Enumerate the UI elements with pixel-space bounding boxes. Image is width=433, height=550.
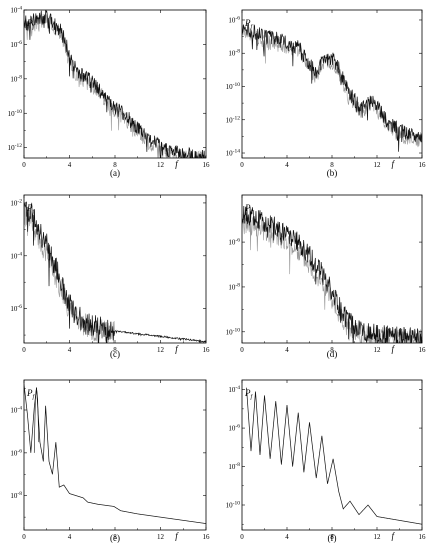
x-tick-label: 12 xyxy=(157,161,165,169)
y-tick-label: 10-6 xyxy=(10,40,22,49)
x-tick-label: 4 xyxy=(68,161,72,169)
x-tick-label: 12 xyxy=(157,346,165,354)
x-tick-label: 0 xyxy=(240,161,244,169)
x-tick-label: 12 xyxy=(374,346,382,354)
x-tick-label: 4 xyxy=(285,346,289,354)
y-tick-label: 10-8 xyxy=(10,74,22,83)
series-primary-f xyxy=(246,387,422,525)
y-tick-label: 10-4 xyxy=(10,406,22,415)
x-axis-label: f xyxy=(392,159,396,169)
x-tick-label: 12 xyxy=(374,533,382,541)
y-tick-label: 10-6 xyxy=(228,424,240,433)
x-tick-label: 16 xyxy=(419,346,427,354)
x-axis-label: f xyxy=(175,159,179,169)
x-tick-label: 4 xyxy=(285,161,289,169)
y-tick-label: 10-4 xyxy=(228,385,240,394)
y-axis-label: Pf xyxy=(244,388,254,401)
y-tick-label: 10-12 xyxy=(8,143,23,152)
x-tick-label: 8 xyxy=(330,533,334,541)
panel-caption: (c) xyxy=(110,349,120,359)
x-axis-label: f xyxy=(175,344,179,354)
x-tick-label: 4 xyxy=(68,346,72,354)
panel-e: 0 4 8 12 16 10-4 10-6 10-8 Pf f (e) xyxy=(10,379,211,543)
y-tick-label: 10-10 xyxy=(226,327,241,336)
series-secondary-a xyxy=(24,13,204,158)
x-tick-label: 8 xyxy=(113,161,117,169)
y-tick-label: 10-8 xyxy=(228,282,240,291)
x-tick-label: 16 xyxy=(203,533,211,541)
series-primary-e xyxy=(24,384,206,524)
y-axis-label: Pf xyxy=(26,18,36,31)
y-tick-label: 10-8 xyxy=(228,462,240,471)
panel-caption: (e) xyxy=(110,533,120,543)
x-tick-label: 8 xyxy=(113,533,117,541)
x-axis-label: f xyxy=(392,344,396,354)
x-tick-label: 0 xyxy=(240,346,244,354)
plot-frame xyxy=(23,194,207,344)
x-tick-label: 8 xyxy=(330,161,334,169)
series-secondary-e xyxy=(33,387,40,453)
y-tick-label: 10-4 xyxy=(10,251,22,260)
panel-b: 0 4 8 12 16 10-6 10-8 10-10 10-12 10-14 Pf f (b) xyxy=(226,9,427,178)
x-tick-label: 4 xyxy=(285,533,289,541)
y-axis-label: Pf xyxy=(244,203,254,216)
x-tick-label: 16 xyxy=(203,346,211,354)
y-tick-label: 10-6 xyxy=(228,15,240,24)
y-tick-label: 10-6 xyxy=(228,238,240,247)
y-tick-label: 10-10 xyxy=(226,82,241,91)
plot-frame xyxy=(241,379,423,531)
x-tick-label: 16 xyxy=(419,533,427,541)
panel-caption: (b) xyxy=(327,168,338,178)
x-tick-label: 8 xyxy=(330,346,334,354)
plot-frame xyxy=(241,194,423,344)
x-tick-label: 0 xyxy=(22,346,26,354)
series-primary-b xyxy=(242,22,422,152)
x-axis-label: f xyxy=(175,531,179,541)
panel-c: 0 4 8 12 16 10-2 10-4 10-6 Pf f (c) xyxy=(10,194,211,359)
panel-caption: (d) xyxy=(327,349,338,359)
y-axis-label: Pf xyxy=(26,388,36,401)
y-tick-label: 10-6 xyxy=(10,304,22,313)
x-tick-label: 12 xyxy=(157,533,165,541)
y-tick-label: 10-10 xyxy=(226,501,241,510)
x-axis-label: f xyxy=(392,531,396,541)
y-tick-label: 10-14 xyxy=(226,149,241,158)
x-tick-label: 0 xyxy=(22,533,26,541)
y-tick-label: 10-2 xyxy=(10,198,22,207)
x-tick-label: 16 xyxy=(203,161,211,169)
panel-d: 0 4 8 12 16 10-6 10-8 10-10 Pf f (d) xyxy=(226,194,427,359)
x-tick-label: 12 xyxy=(374,161,382,169)
x-tick-label: 0 xyxy=(22,161,26,169)
x-tick-label: 4 xyxy=(68,533,72,541)
y-tick-label: 10-12 xyxy=(226,115,241,124)
panel-caption: (f) xyxy=(328,533,337,543)
y-tick-label: 10-6 xyxy=(10,448,22,457)
x-tick-label: 0 xyxy=(240,533,244,541)
x-tick-label: 8 xyxy=(113,346,117,354)
panel-caption: (a) xyxy=(110,168,120,178)
y-tick-label: 10-8 xyxy=(228,49,240,58)
y-tick-label: 10-4 xyxy=(10,6,22,15)
panel-a: 0 4 8 12 16 10-4 10-6 10-8 10-10 10-12 Pf f (a) xyxy=(8,6,210,179)
y-tick-label: 10-10 xyxy=(8,109,23,118)
y-tick-label: 10-8 xyxy=(10,491,22,500)
y-axis-label: Pf xyxy=(26,203,36,216)
x-tick-label: 16 xyxy=(419,161,427,169)
panel-f: 0 4 8 12 16 10-4 10-6 10-8 10-10 Pf f (f) xyxy=(226,379,427,543)
series-primary-a xyxy=(24,10,206,158)
y-axis-label: Pf xyxy=(244,18,254,31)
series-primary-c xyxy=(24,201,206,343)
plot-frame xyxy=(23,9,207,159)
series-primary-d xyxy=(242,205,422,343)
